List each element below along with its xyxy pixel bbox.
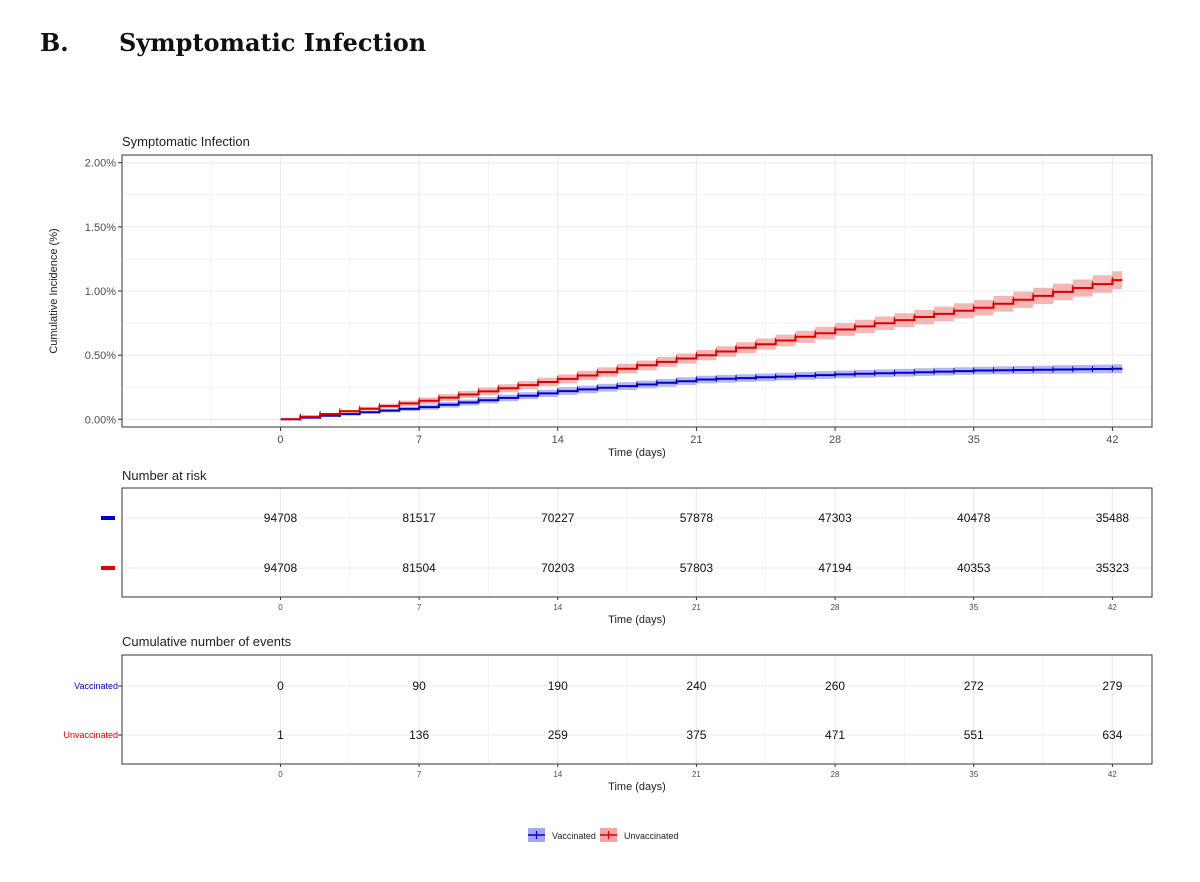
table-cell: 70227: [541, 511, 575, 525]
x-tick-label: 0: [277, 434, 283, 446]
risk-table-border: [121, 487, 1153, 598]
incidence-y-axis-label: Cumulative Incidence (%): [48, 228, 60, 353]
x-tick-label: 21: [692, 603, 701, 612]
table-cell: 94708: [264, 511, 298, 525]
x-tick-label: 21: [692, 770, 701, 779]
figure-title: Symptomatic Infection: [119, 28, 427, 57]
x-tick-label: 0: [278, 770, 283, 779]
table-cell: 94708: [264, 561, 298, 575]
vaccinated-curve: [280, 367, 1123, 421]
x-tick-label: 7: [417, 603, 422, 612]
incidence-x-axis-label: Time (days): [608, 447, 666, 459]
y-tick-label: 0.50%: [85, 350, 116, 362]
table-cell: 81517: [402, 511, 436, 525]
x-tick-label: 7: [416, 434, 422, 446]
table-cell: 40353: [957, 561, 991, 575]
events-table-border: [121, 654, 1153, 765]
table-cell: 0: [277, 679, 284, 693]
events-table-title: Cumulative number of events: [122, 634, 292, 649]
x-tick-label: 28: [829, 434, 841, 446]
events-table: Cumulative number of events 0 90 190 240 260…: [63, 634, 1153, 793]
table-cell: 634: [1102, 728, 1122, 742]
table-cell: 259: [548, 728, 568, 742]
legend: Vaccinated Unvaccinated: [528, 828, 679, 842]
incidence-plot: Symptomatic Infection 0 7 14 21 28 35 420.00%0…: [48, 134, 1153, 459]
events-table-axes: Vaccinated Unvaccinated 0 7 14 21 28 35 42: [63, 681, 1117, 779]
table-cell: 90: [412, 679, 426, 693]
x-tick-label: 14: [553, 770, 562, 779]
events-table-grid: [122, 655, 1152, 764]
x-tick-label: 42: [1108, 603, 1117, 612]
table-cell: 57803: [680, 561, 714, 575]
y-tick-label: 0.00%: [85, 414, 116, 426]
x-tick-label: 21: [690, 434, 702, 446]
y-tick-label: 1.50%: [85, 222, 116, 234]
table-cell: 551: [964, 728, 984, 742]
incidence-axes: 0 7 14 21 28 35 42 0.00% 0.50% 1.00% 1.50% 2.00%: [85, 158, 1119, 446]
x-tick-label: 14: [552, 434, 564, 446]
x-tick-label: 28: [831, 603, 840, 612]
table-cell: 279: [1102, 679, 1122, 693]
x-tick-label: 28: [831, 770, 840, 779]
table-cell: 260: [825, 679, 845, 693]
x-tick-label: 7: [417, 770, 422, 779]
table-cell: 136: [409, 728, 429, 742]
table-cell: 35323: [1096, 561, 1130, 575]
incidence-curves: [280, 277, 1123, 421]
table-background: [122, 655, 1152, 764]
table-cell: 272: [964, 679, 984, 693]
table-cell: 1: [277, 728, 284, 742]
risk-table-cells: 94708 81517 70227 57878 47303 40478 35488 94708…: [264, 511, 1130, 575]
unvaccinated-curve: [280, 279, 1123, 421]
vaccinated-row-swatch: [101, 516, 115, 520]
x-tick-label: 42: [1106, 434, 1118, 446]
x-tick-label: 14: [553, 603, 562, 612]
table-cell: 81504: [402, 561, 436, 575]
events-table-x-axis-label: Time (days): [608, 781, 666, 793]
table-cell: 471: [825, 728, 845, 742]
y-tick-label: 1.00%: [85, 286, 116, 298]
risk-table: Number at risk 94708 81517 70227 57878 47303…: [101, 468, 1153, 626]
table-cell: 240: [686, 679, 706, 693]
x-tick-label: 0: [278, 603, 283, 612]
unvaccinated-legend-label: Unvaccinated: [624, 831, 679, 841]
table-cell: 47303: [818, 511, 852, 525]
table-background: [122, 488, 1152, 597]
x-tick-label: 35: [968, 434, 980, 446]
risk-table-grid: [122, 488, 1152, 597]
vaccinated-legend-label: Vaccinated: [552, 831, 596, 841]
table-cell: 35488: [1096, 511, 1130, 525]
table-cell: 70203: [541, 561, 575, 575]
risk-table-x-axis-label: Time (days): [608, 614, 666, 626]
unvaccinated-row-swatch: [101, 566, 115, 570]
x-tick-label: 35: [969, 770, 978, 779]
events-table-cells: 0 90 190 240 260 272 279 1 136 259 375 471 551 634: [277, 679, 1123, 742]
risk-table-title: Number at risk: [122, 468, 207, 483]
vaccinated-row-label: Vaccinated: [74, 681, 118, 691]
incidence-plot-title: Symptomatic Infection: [122, 134, 250, 149]
figure-letter: B.: [40, 28, 69, 57]
table-cell: 190: [548, 679, 568, 693]
table-cell: 47194: [818, 561, 852, 575]
x-tick-label: 35: [969, 603, 978, 612]
risk-table-axes: 0 7 14 21 28 35 42: [101, 516, 1117, 612]
x-tick-label: 42: [1108, 770, 1117, 779]
y-tick-label: 2.00%: [85, 158, 116, 170]
table-cell: 375: [686, 728, 706, 742]
unvaccinated-row-label: Unvaccinated: [63, 730, 118, 740]
table-cell: 40478: [957, 511, 991, 525]
table-cell: 57878: [680, 511, 714, 525]
